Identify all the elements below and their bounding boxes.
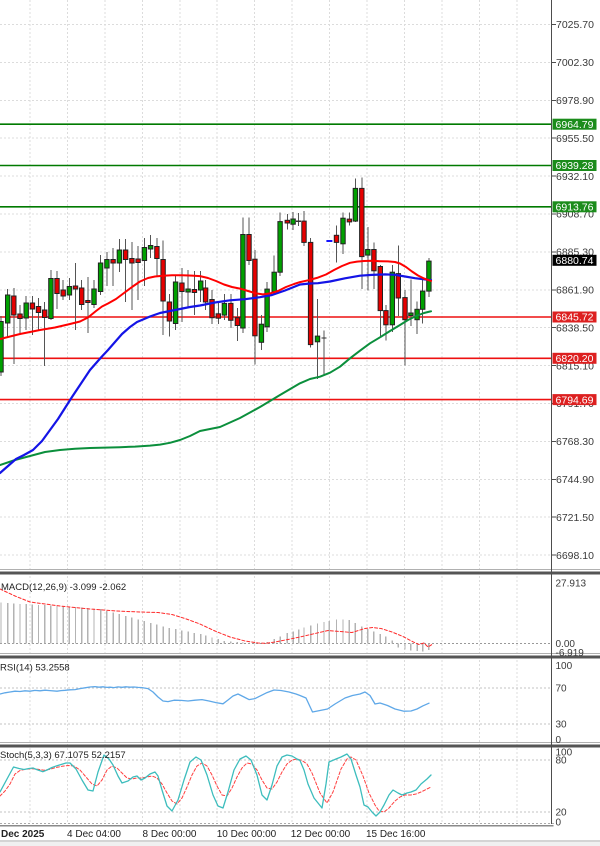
svg-text:30: 30 bbox=[556, 720, 568, 731]
svg-text:6913.76: 6913.76 bbox=[556, 202, 594, 214]
svg-text:-6.919: -6.919 bbox=[556, 648, 585, 659]
svg-text:0.00: 0.00 bbox=[556, 639, 576, 650]
svg-text:7025.70: 7025.70 bbox=[556, 19, 594, 31]
svg-text:6978.90: 6978.90 bbox=[556, 95, 594, 107]
svg-text:6744.90: 6744.90 bbox=[556, 474, 594, 486]
svg-text:6880.74: 6880.74 bbox=[556, 255, 594, 267]
svg-text:6845.72: 6845.72 bbox=[556, 312, 594, 324]
svg-text:15 Dec 16:00: 15 Dec 16:00 bbox=[366, 829, 426, 840]
svg-text:6794.69: 6794.69 bbox=[556, 394, 594, 406]
svg-text:6838.50: 6838.50 bbox=[556, 322, 594, 334]
svg-text:6820.20: 6820.20 bbox=[556, 353, 594, 365]
svg-text:6861.90: 6861.90 bbox=[556, 285, 594, 297]
svg-text:20: 20 bbox=[556, 808, 568, 819]
svg-text:MACD(12,26,9) -3.099 -2.062: MACD(12,26,9) -3.099 -2.062 bbox=[1, 582, 126, 593]
svg-text:80: 80 bbox=[556, 756, 568, 767]
svg-text:0: 0 bbox=[556, 735, 562, 746]
svg-text:100: 100 bbox=[556, 661, 573, 672]
svg-text:6964.79: 6964.79 bbox=[556, 119, 594, 131]
svg-text:7002.30: 7002.30 bbox=[556, 57, 594, 69]
svg-text:27.913: 27.913 bbox=[556, 579, 587, 590]
svg-text:6955.50: 6955.50 bbox=[556, 133, 594, 145]
svg-text:100: 100 bbox=[556, 748, 573, 759]
svg-text:Dec 2025: Dec 2025 bbox=[1, 829, 45, 840]
svg-text:70: 70 bbox=[556, 684, 568, 695]
svg-text:6939.28: 6939.28 bbox=[556, 160, 594, 172]
svg-text:0: 0 bbox=[556, 818, 562, 829]
svg-text:6932.10: 6932.10 bbox=[556, 171, 594, 183]
svg-text:8 Dec 00:00: 8 Dec 00:00 bbox=[143, 829, 197, 840]
svg-text:6698.10: 6698.10 bbox=[556, 550, 594, 562]
svg-text:12 Dec 00:00: 12 Dec 00:00 bbox=[291, 829, 351, 840]
svg-text:6721.50: 6721.50 bbox=[556, 512, 594, 524]
svg-text:RSI(14) 53.2558: RSI(14) 53.2558 bbox=[0, 663, 70, 674]
svg-text:4 Dec 04:00: 4 Dec 04:00 bbox=[67, 829, 121, 840]
svg-text:10 Dec 00:00: 10 Dec 00:00 bbox=[217, 829, 277, 840]
svg-text:Stoch(5,3,3) 67.1075 52.2157: Stoch(5,3,3) 67.1075 52.2157 bbox=[0, 750, 126, 761]
svg-text:6768.30: 6768.30 bbox=[556, 436, 594, 448]
